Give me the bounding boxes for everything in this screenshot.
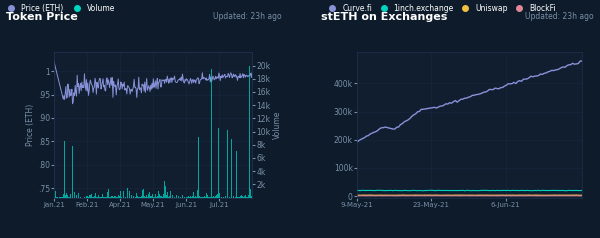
- BlockFi: [575, 194, 582, 197]
- Uniswap: [353, 194, 361, 197]
- Text: Token Price: Token Price: [6, 12, 78, 22]
- 1inch.exchange: [535, 189, 542, 192]
- BlockFi: [508, 194, 515, 197]
- Uniswap: [399, 193, 406, 196]
- Y-axis label: Volume: Volume: [273, 111, 282, 139]
- Legend: Price (ETH), Volume: Price (ETH), Volume: [4, 4, 116, 13]
- 1inch.exchange: [575, 189, 582, 192]
- 1inch.exchange: [401, 189, 408, 192]
- Uniswap: [578, 194, 586, 197]
- 1inch.exchange: [419, 189, 427, 192]
- BlockFi: [401, 194, 408, 197]
- Uniswap: [575, 194, 582, 197]
- Curve.fi: [531, 75, 538, 78]
- Line: 1inch.exchange: 1inch.exchange: [357, 190, 582, 191]
- Uniswap: [482, 194, 489, 197]
- Curve.fi: [508, 82, 515, 85]
- 1inch.exchange: [435, 189, 442, 192]
- Curve.fi: [401, 120, 408, 123]
- BlockFi: [408, 194, 415, 197]
- Uniswap: [535, 194, 542, 197]
- Line: Curve.fi: Curve.fi: [357, 61, 582, 142]
- Text: Updated: 23h ago: Updated: 23h ago: [214, 12, 282, 21]
- 1inch.exchange: [414, 189, 421, 192]
- BlockFi: [578, 194, 586, 197]
- Curve.fi: [571, 63, 578, 66]
- Uniswap: [370, 194, 377, 197]
- Y-axis label: Price (ETH): Price (ETH): [26, 104, 35, 146]
- BlockFi: [416, 194, 423, 197]
- 1inch.exchange: [512, 189, 520, 192]
- Uniswap: [404, 194, 412, 197]
- 1inch.exchange: [482, 189, 489, 192]
- BlockFi: [535, 194, 542, 197]
- Curve.fi: [578, 60, 586, 62]
- BlockFi: [512, 194, 520, 197]
- Curve.fi: [478, 92, 485, 95]
- Curve.fi: [353, 141, 361, 144]
- Text: Updated: 23h ago: Updated: 23h ago: [526, 12, 594, 21]
- BlockFi: [480, 194, 487, 197]
- Legend: Curve.fi, 1inch.exchange, Uniswap, BlockFi: Curve.fi, 1inch.exchange, Uniswap, Block…: [325, 4, 556, 13]
- Uniswap: [512, 194, 520, 197]
- Uniswap: [418, 194, 425, 197]
- 1inch.exchange: [353, 189, 361, 192]
- Curve.fi: [414, 110, 421, 113]
- BlockFi: [353, 194, 361, 197]
- Text: stETH on Exchanges: stETH on Exchanges: [321, 12, 448, 22]
- 1inch.exchange: [578, 189, 586, 192]
